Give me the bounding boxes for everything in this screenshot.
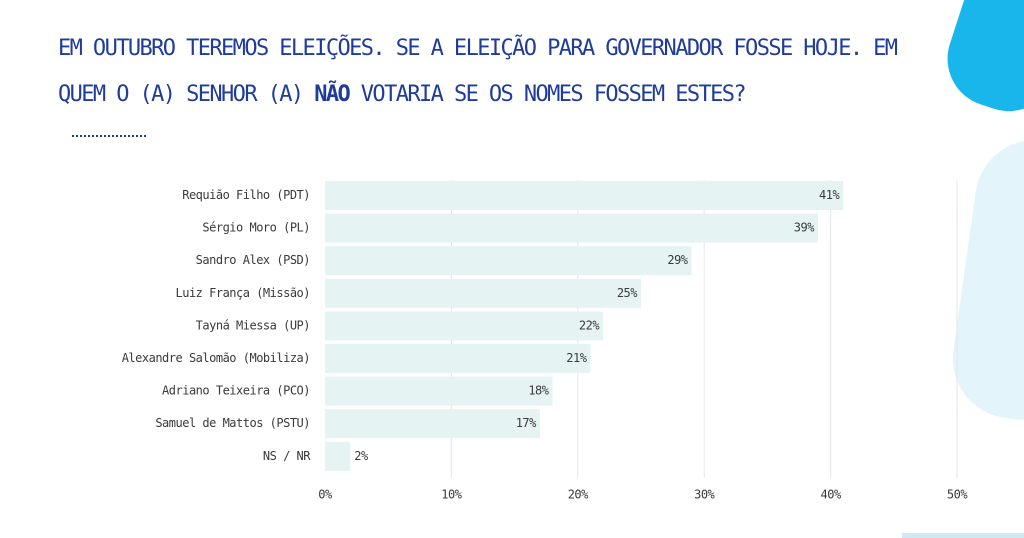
value-label: 25%: [617, 286, 638, 300]
value-label: 17%: [516, 416, 537, 430]
category-label: Tayná Miessa (UP): [196, 318, 310, 332]
value-label: 41%: [819, 188, 840, 202]
category-label: Alexandre Salomão (Mobiliza): [122, 351, 310, 365]
value-label: 29%: [667, 253, 688, 267]
bars: [325, 181, 844, 471]
value-label: 39%: [794, 221, 815, 235]
value-label: 22%: [579, 318, 600, 332]
x-tick-label: 10%: [441, 488, 462, 502]
x-tick-label: 30%: [694, 488, 715, 502]
x-tick-label: 20%: [568, 488, 589, 502]
x-tick-label: 40%: [821, 488, 842, 502]
bar: [325, 181, 844, 210]
chart-title: Em outubro teremos eleições. Se a eleiçã…: [58, 26, 918, 118]
category-label: Sandro Alex (PSD): [196, 253, 310, 267]
x-tick-label: 50%: [947, 488, 968, 502]
category-label: Sérgio Moro (PL): [202, 221, 310, 235]
bar: [325, 278, 641, 308]
bar: [325, 344, 591, 373]
title-underline: [72, 135, 146, 137]
title-text: Em outubro teremos eleições. Se a eleiçã…: [58, 36, 898, 107]
category-label: Requião Filho (PDT): [182, 188, 310, 202]
title-emphasis: não: [314, 82, 351, 107]
category-label: Luiz França (Missão): [176, 286, 311, 300]
value-label: 2%: [354, 449, 369, 463]
bar: [325, 441, 351, 471]
title-text-end: votaria se os nomes fossem estes?: [349, 82, 747, 107]
bar: [325, 409, 540, 439]
value-label: 18%: [528, 384, 549, 398]
bar: [325, 376, 553, 406]
category-labels: Requião Filho (PDT) Sérgio Moro (PL) Sandr…: [122, 188, 312, 463]
decorative-strip-bottom: [902, 533, 1024, 538]
category-label: Samuel de Mattos (PSTU): [155, 416, 310, 430]
x-tick-label: 0%: [318, 488, 333, 502]
category-label: NS / NR: [263, 449, 311, 463]
x-axis-ticks: 0% 10% 20% 30% 40% 50%: [318, 488, 969, 502]
bar: [325, 246, 692, 276]
value-labels: 41% 39% 29% 25% 22% 21% 18% 17% 2%: [354, 188, 841, 463]
value-label: 21%: [566, 351, 587, 365]
bar: [325, 311, 604, 341]
bar: [325, 213, 818, 243]
category-label: Adriano Teixeira (PCO): [162, 384, 310, 398]
